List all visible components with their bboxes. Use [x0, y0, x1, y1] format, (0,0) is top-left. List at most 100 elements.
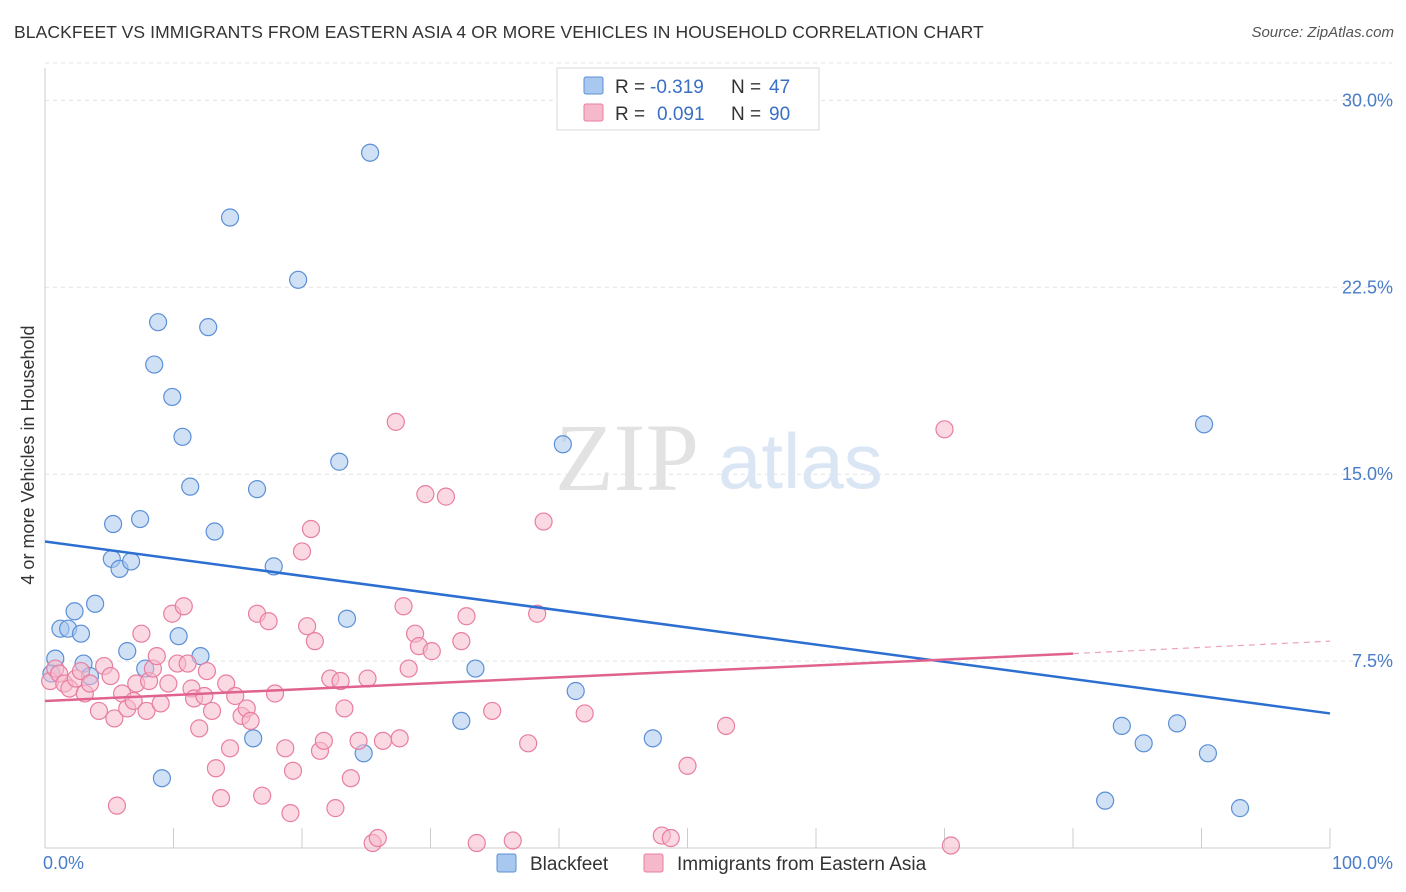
series-legend-eastern-asia: Immigrants from Eastern Asia — [677, 854, 927, 875]
blackfeet-point — [163, 387, 182, 407]
eastern-asia-point — [137, 701, 156, 721]
eastern-asia-point — [716, 716, 736, 735]
eastern-asia-point — [349, 731, 368, 750]
legend-swatch-eastern-asia — [583, 103, 604, 122]
y-tick-label: 15.0% — [1342, 464, 1393, 484]
blackfeet-point — [181, 477, 200, 496]
chart-title: BLACKFEET VS IMMIGRANTS FROM EASTERN ASI… — [14, 22, 984, 42]
eastern-asia-point — [528, 604, 547, 623]
series-legend-swatch-eastern-asia — [643, 853, 664, 873]
blackfeet-point — [466, 659, 485, 678]
blackfeet-point — [244, 729, 263, 748]
eastern-asia-point — [197, 661, 217, 681]
blackfeet-point — [65, 602, 84, 621]
blackfeet-point — [247, 480, 267, 499]
legend-swatch-blackfeet — [583, 76, 604, 95]
series-legend-blackfeet: Blackfeet — [530, 854, 609, 875]
blackfeet-point — [121, 552, 141, 571]
axes — [44, 68, 1331, 849]
x-tick-label: 100.0% — [1332, 853, 1393, 873]
eastern-asia-point — [394, 597, 413, 616]
blackfeet-point — [330, 452, 349, 471]
eastern-asia-point — [241, 711, 260, 731]
watermark-atlas: atlas — [718, 417, 883, 505]
eastern-asia-point — [281, 804, 300, 823]
eastern-asia-point — [368, 828, 387, 848]
grid-lines — [45, 62, 1392, 662]
y-tick-label: 30.0% — [1342, 90, 1393, 110]
blackfeet-point — [289, 270, 308, 289]
trend-line-extension — [1072, 640, 1331, 655]
y-tick-label: 7.5% — [1352, 651, 1393, 671]
blackfeet-point — [199, 318, 218, 337]
eastern-asia-point — [276, 739, 295, 758]
trend-lines — [44, 540, 1331, 715]
eastern-asia-point — [399, 659, 418, 678]
eastern-asia-point — [422, 642, 441, 661]
eastern-asia-point — [151, 694, 170, 713]
eastern-asia-point — [265, 684, 285, 703]
blackfeet-point — [71, 624, 91, 643]
blackfeet-point — [130, 509, 150, 529]
blackfeet-point — [152, 769, 172, 788]
eastern-asia-point — [211, 789, 231, 808]
eastern-asia-point — [935, 420, 954, 439]
eastern-asia-point — [298, 617, 317, 636]
watermark-zip: ZIP — [555, 404, 699, 511]
eastern-asia-point — [314, 731, 333, 750]
blackfeet-point — [205, 522, 224, 541]
eastern-asia-point — [283, 761, 303, 780]
eastern-asia-point — [467, 833, 486, 853]
blackfeet-point — [1096, 791, 1115, 810]
eastern-asia-point — [452, 632, 471, 651]
eastern-asia-point — [89, 701, 109, 721]
eastern-asia-point — [206, 759, 226, 778]
blackfeet-point — [1194, 415, 1214, 434]
blackfeet-point — [104, 514, 123, 534]
source-credit: Source: ZipAtlas.com — [1251, 24, 1394, 41]
eastern-asia-point — [335, 699, 354, 718]
blackfeet-point — [643, 729, 662, 748]
eastern-asia-point — [292, 542, 312, 561]
blackfeet-point — [566, 681, 585, 701]
eastern-asia-point — [259, 612, 278, 631]
eastern-asia-point — [305, 632, 324, 651]
blackfeet-point — [1112, 716, 1131, 735]
legend-r-value: -0.319 — [650, 77, 704, 98]
eastern-asia-point — [341, 769, 360, 788]
eastern-asia-point — [534, 512, 553, 531]
blackfeet-point — [148, 313, 168, 332]
blackfeet-point — [337, 609, 357, 628]
legend-r-value: 0.091 — [657, 104, 705, 125]
series-legend: Blackfeet Immigrants from Eastern Asia — [496, 853, 927, 875]
eastern-asia-point — [390, 729, 409, 748]
eastern-asia-point — [190, 719, 209, 738]
y-tick-label: 22.5% — [1342, 277, 1393, 297]
blackfeet-point — [173, 427, 192, 446]
eastern-asia-point — [386, 412, 405, 431]
eastern-asia-point — [331, 671, 350, 691]
stats-legend: R = -0.319 N = 47 R = 0.091 N = 90 — [556, 67, 820, 131]
blackfeet-point — [1134, 734, 1153, 753]
eastern-asia-point — [436, 487, 456, 506]
legend-n-label: N = — [731, 104, 761, 125]
eastern-asia-point — [132, 624, 151, 643]
eastern-asia-point — [101, 666, 120, 686]
eastern-asia-point — [575, 704, 594, 723]
x-tick-labels: 0.0% 100.0% — [43, 853, 1393, 873]
blackfeet-point — [452, 711, 471, 731]
eastern-asia-point — [107, 796, 127, 815]
eastern-asia-point — [220, 739, 240, 758]
blackfeet-point — [220, 208, 240, 227]
blackfeet-point — [86, 594, 105, 613]
eastern-asia-point — [174, 597, 193, 616]
eastern-asia-point — [457, 607, 476, 626]
eastern-asia-point — [519, 734, 538, 753]
eastern-asia-point — [503, 831, 522, 850]
eastern-asia-point — [661, 828, 680, 848]
blackfeet-point — [361, 143, 380, 162]
trend-line-blackfeet — [44, 540, 1331, 715]
blackfeet-point — [1167, 714, 1187, 733]
blackfeet-point — [1198, 744, 1218, 763]
